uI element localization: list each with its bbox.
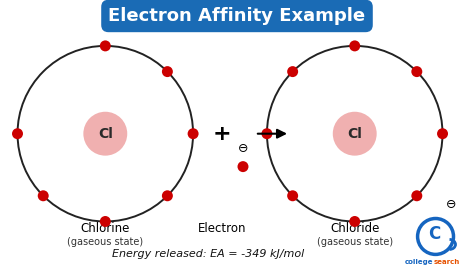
Text: Cl: Cl <box>347 127 362 141</box>
Text: Electron Affinity Example: Electron Affinity Example <box>109 7 365 25</box>
Text: (gaseous state): (gaseous state) <box>67 237 143 248</box>
Circle shape <box>287 190 298 201</box>
Circle shape <box>162 66 173 77</box>
Text: +: + <box>213 124 231 144</box>
Text: (gaseous state): (gaseous state) <box>317 237 393 248</box>
Text: Chloride: Chloride <box>330 222 379 235</box>
Text: ⊖: ⊖ <box>446 198 457 211</box>
Circle shape <box>100 40 111 51</box>
Text: Cl: Cl <box>98 127 113 141</box>
Circle shape <box>411 190 422 201</box>
Text: Electron: Electron <box>198 222 246 235</box>
Circle shape <box>437 128 448 139</box>
Circle shape <box>418 218 454 254</box>
Text: Energy released: EA = -349 kJ/mol: Energy released: EA = -349 kJ/mol <box>112 249 305 260</box>
Circle shape <box>287 66 298 77</box>
Circle shape <box>12 128 23 139</box>
Text: C: C <box>428 225 441 244</box>
Circle shape <box>333 112 377 156</box>
Circle shape <box>162 190 173 201</box>
Text: search: search <box>434 260 460 265</box>
Circle shape <box>188 128 199 139</box>
Circle shape <box>100 216 111 227</box>
Text: ⊖: ⊖ <box>238 142 248 155</box>
Text: Chlorine: Chlorine <box>81 222 130 235</box>
Circle shape <box>349 216 360 227</box>
Circle shape <box>349 40 360 51</box>
Circle shape <box>262 128 273 139</box>
Circle shape <box>411 66 422 77</box>
Circle shape <box>83 112 127 156</box>
Circle shape <box>38 190 49 201</box>
Text: college: college <box>405 260 434 265</box>
Circle shape <box>237 161 248 172</box>
